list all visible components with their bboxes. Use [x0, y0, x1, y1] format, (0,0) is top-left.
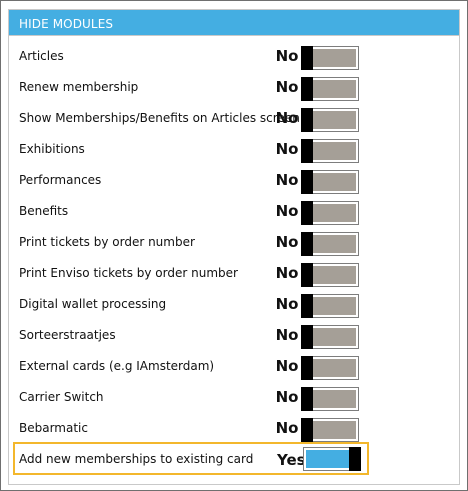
toggle-switch-sorteerstraatjes[interactable] — [301, 325, 359, 349]
module-row-show-memberships-benefits: Show Memberships/Benefits on Articles sc… — [9, 103, 461, 134]
toggle-switch-renew-membership[interactable] — [301, 77, 359, 101]
module-label: Print tickets by order number — [19, 235, 195, 249]
toggle-track — [304, 80, 356, 98]
module-label: Carrier Switch — [19, 390, 104, 404]
toggle-knob — [301, 77, 313, 101]
module-row-articles: Articles No — [9, 41, 461, 72]
toggle-track — [306, 450, 358, 468]
module-label: Performances — [19, 173, 102, 187]
toggle-value: No — [275, 295, 299, 313]
module-label: Digital wallet processing — [19, 297, 167, 311]
toggle-switch-show-memberships-benefits[interactable] — [301, 108, 359, 132]
module-row-add-new-memberships: Add new memberships to existing card Yes — [13, 442, 369, 475]
section-title: HIDE MODULES — [19, 17, 114, 31]
toggle-knob — [301, 170, 313, 194]
module-label: Sorteerstraatjes — [19, 328, 116, 342]
toggle-switch-print-enviso-tickets[interactable] — [301, 263, 359, 287]
toggle-switch-print-tickets[interactable] — [301, 232, 359, 256]
module-row-carrier-switch: Carrier Switch No — [9, 382, 461, 413]
toggle-knob — [301, 356, 313, 380]
toggle-switch-performances[interactable] — [301, 170, 359, 194]
toggle-track — [304, 328, 356, 346]
toggle-track — [304, 421, 356, 439]
toggle-value: No — [275, 264, 299, 282]
toggle-value: No — [275, 326, 299, 344]
module-row-sorteerstraatjes: Sorteerstraatjes No — [9, 320, 461, 351]
toggle-track — [304, 49, 356, 67]
toggle-track — [304, 266, 356, 284]
toggle-knob — [301, 418, 313, 442]
module-row-benefits: Benefits No — [9, 196, 461, 227]
module-label: Bebarmatic — [19, 421, 88, 435]
module-row-exhibitions: Exhibitions No — [9, 134, 461, 165]
toggle-track — [304, 204, 356, 222]
module-row-digital-wallet: Digital wallet processing No — [9, 289, 461, 320]
module-label: Add new memberships to existing card — [19, 452, 254, 466]
toggle-knob — [301, 387, 313, 411]
toggle-knob — [301, 201, 313, 225]
toggle-value: No — [275, 171, 299, 189]
module-row-external-cards: External cards (e.g IAmsterdam) No — [9, 351, 461, 382]
module-label: Show Memberships/Benefits on Articles sc… — [19, 111, 300, 125]
toggle-knob — [301, 139, 313, 163]
toggle-knob — [301, 46, 313, 70]
section-header: HIDE MODULES — [8, 9, 460, 36]
module-row-print-tickets: Print tickets by order number No — [9, 227, 461, 258]
toggle-track — [304, 142, 356, 160]
toggle-switch-benefits[interactable] — [301, 201, 359, 225]
toggle-track — [304, 390, 356, 408]
toggle-value: No — [275, 109, 299, 127]
module-label: Benefits — [19, 204, 69, 218]
toggle-switch-exhibitions[interactable] — [301, 139, 359, 163]
toggle-knob — [301, 108, 313, 132]
toggle-knob — [301, 232, 313, 256]
toggle-switch-carrier-switch[interactable] — [301, 387, 359, 411]
module-row-print-enviso-tickets: Print Enviso tickets by order number No — [9, 258, 461, 289]
toggle-knob — [301, 294, 313, 318]
module-label: External cards (e.g IAmsterdam) — [19, 359, 215, 373]
module-label: Articles — [19, 49, 64, 63]
module-row-bebarmatic: Bebarmatic No — [9, 413, 461, 444]
toggle-knob — [301, 263, 313, 287]
toggle-value: No — [275, 357, 299, 375]
toggle-value: No — [275, 78, 299, 96]
toggle-track — [304, 297, 356, 315]
toggle-switch-articles[interactable] — [301, 46, 359, 70]
toggle-value: Yes — [277, 451, 306, 469]
toggle-track — [304, 173, 356, 191]
toggle-value: No — [275, 419, 299, 437]
toggle-value: No — [275, 388, 299, 406]
toggle-knob — [301, 325, 313, 349]
toggle-switch-external-cards[interactable] — [301, 356, 359, 380]
module-label: Exhibitions — [19, 142, 85, 156]
module-list: Articles No Renew membership No Show Mem… — [8, 36, 460, 485]
toggle-value: No — [275, 47, 299, 65]
module-label: Renew membership — [19, 80, 139, 94]
toggle-switch-bebarmatic[interactable] — [301, 418, 359, 442]
module-row-renew-membership: Renew membership No — [9, 72, 461, 103]
toggle-track — [304, 111, 356, 129]
toggle-switch-add-new-memberships[interactable] — [303, 447, 361, 471]
toggle-value: No — [275, 140, 299, 158]
toggle-value: No — [275, 202, 299, 220]
toggle-track — [304, 235, 356, 253]
toggle-value: No — [275, 233, 299, 251]
module-label: Print Enviso tickets by order number — [19, 266, 238, 280]
module-row-performances: Performances No — [9, 165, 461, 196]
toggle-knob — [349, 447, 361, 471]
toggle-track — [304, 359, 356, 377]
toggle-switch-digital-wallet[interactable] — [301, 294, 359, 318]
